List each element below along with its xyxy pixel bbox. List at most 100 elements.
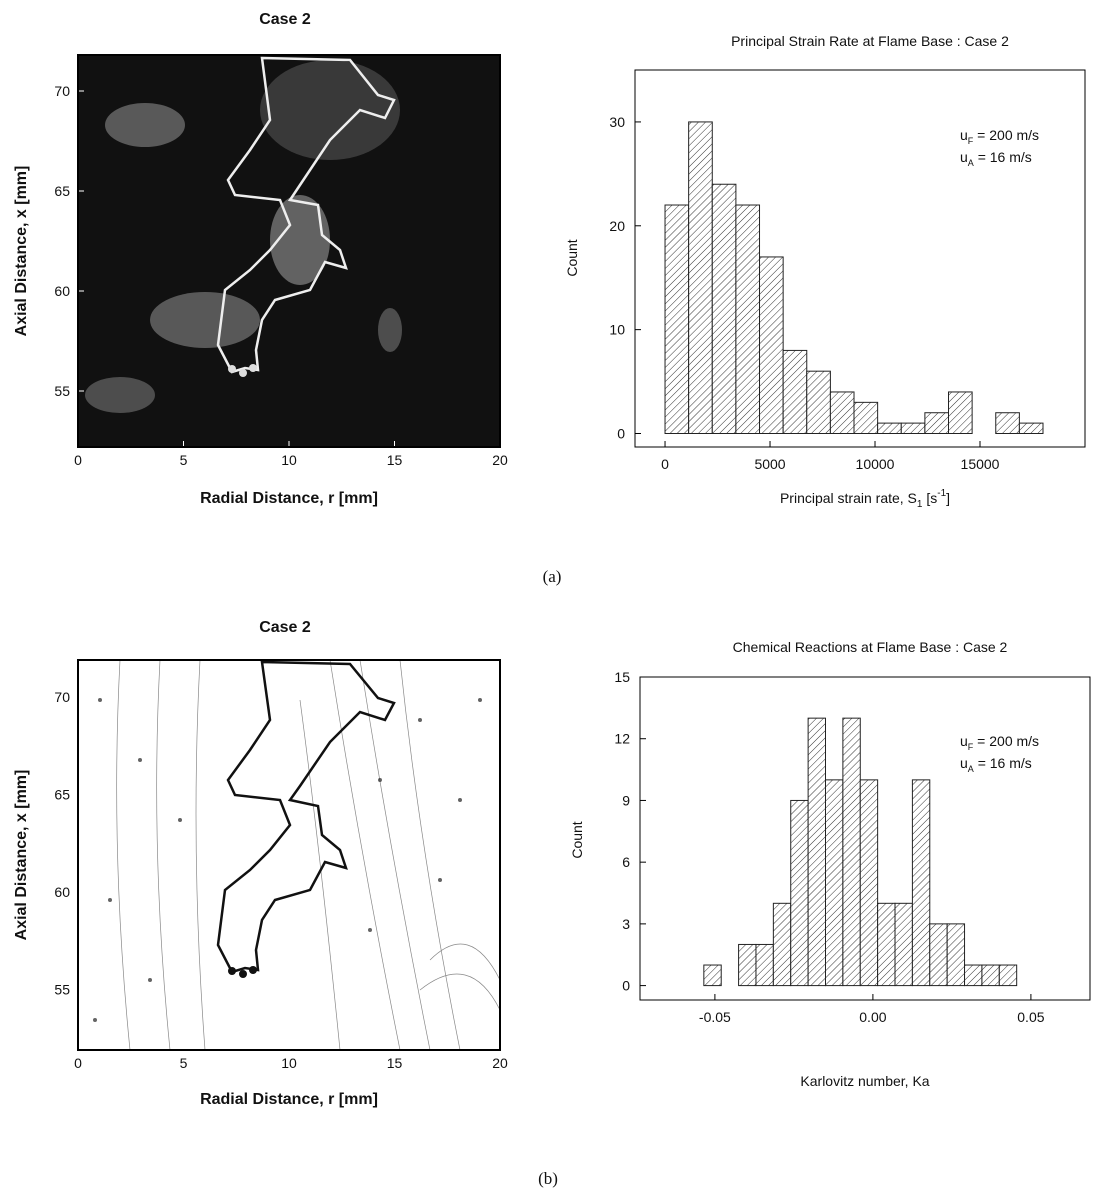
image-field-a — [78, 55, 500, 447]
y-tick-label: 60 — [54, 283, 70, 299]
bar — [829, 391, 855, 434]
image-field-b — [78, 660, 500, 1050]
annotation-sub: F — [968, 136, 974, 146]
y-tick-label: 0 — [617, 425, 625, 441]
annotation-sub: A — [968, 764, 974, 774]
y-tick-label: 70 — [54, 689, 70, 705]
bar — [981, 964, 1000, 987]
bar — [900, 422, 926, 434]
x-tick-label: 15 — [387, 452, 403, 468]
bar — [853, 401, 879, 434]
x-axis-label: Radial Distance, r [mm] — [200, 490, 378, 507]
bar — [842, 717, 861, 987]
annotation: uF = 200 m/s — [960, 733, 1039, 752]
y-axis-label: Count — [569, 821, 585, 858]
bar — [894, 902, 913, 987]
plot-frame — [639, 676, 1091, 1001]
bar — [948, 391, 973, 434]
y-tick-label: 60 — [54, 884, 70, 900]
bar — [924, 412, 950, 434]
x-tick-label: 0.00 — [859, 1009, 886, 1025]
bar — [738, 943, 757, 987]
bar — [1018, 422, 1044, 434]
bar — [790, 799, 809, 987]
y-tick-label: 55 — [54, 982, 70, 998]
x-axis-label: Radial Distance, r [mm] — [200, 1091, 378, 1108]
label-sub: 1 — [917, 499, 923, 510]
x-axis-label: Principal strain rate, S1 [s-1] — [780, 488, 950, 510]
annotation: uF = 200 m/s — [960, 127, 1039, 146]
x-tick-label: 0 — [74, 452, 82, 468]
annotation-part: u — [960, 149, 968, 165]
x-tick-label: -0.05 — [699, 1009, 731, 1025]
x-tick-label: 0.05 — [1017, 1009, 1044, 1025]
bar — [807, 717, 826, 987]
y-tick-label: 55 — [54, 383, 70, 399]
x-tick-label: 20 — [492, 452, 508, 468]
bar — [688, 121, 713, 434]
y-tick-label: 15 — [614, 669, 630, 685]
label-part: Principal strain rate, S — [780, 490, 917, 506]
bar — [998, 964, 1018, 987]
annotation-part: = 16 m/s — [974, 149, 1032, 165]
annotation: uA = 16 m/s — [960, 755, 1032, 774]
annotation-part: u — [960, 127, 968, 143]
x-axis-label: Karlovitz number, Ka — [800, 1073, 929, 1089]
plot-frame — [634, 69, 1086, 448]
bar — [824, 779, 844, 987]
x-tick-label: 10 — [281, 1055, 297, 1071]
bar — [755, 943, 774, 987]
bar — [877, 902, 896, 987]
annotation-part: = 200 m/s — [973, 733, 1039, 749]
chart-title: Chemical Reactions at Flame Base : Case … — [733, 639, 1008, 655]
label-sup: -1 — [937, 488, 946, 499]
x-tick-label: 5 — [180, 1055, 188, 1071]
y-tick-label: 20 — [609, 218, 625, 234]
bar — [964, 964, 983, 987]
x-tick-label: 15000 — [961, 456, 1000, 472]
annotation-part: = 16 m/s — [974, 755, 1032, 771]
y-tick-label: 6 — [622, 854, 630, 870]
y-axis-label: Axial Distance, x [mm] — [13, 166, 30, 337]
bar — [877, 422, 902, 434]
y-tick-label: 0 — [622, 978, 630, 994]
chart-title: Case 2 — [259, 619, 311, 636]
bar — [735, 204, 761, 434]
x-tick-label: 0 — [74, 1055, 82, 1071]
label-part: ] — [946, 490, 950, 506]
x-tick-label: 5 — [180, 452, 188, 468]
chart-title: Principal Strain Rate at Flame Base : Ca… — [731, 33, 1009, 49]
bar — [772, 902, 792, 987]
caption: (a) — [543, 567, 562, 586]
bar — [703, 964, 722, 987]
annotation-sub: F — [968, 742, 974, 752]
bar — [711, 183, 737, 434]
bar — [759, 256, 784, 434]
chart-title: Case 2 — [259, 11, 311, 28]
plot-frame — [77, 54, 501, 448]
bar — [946, 923, 966, 987]
y-tick-label: 10 — [609, 322, 625, 338]
y-tick-label: 3 — [622, 916, 630, 932]
y-tick-label: 12 — [614, 731, 630, 747]
x-tick-label: 10000 — [856, 456, 895, 472]
caption: (b) — [538, 1169, 558, 1188]
label-part: [s — [922, 490, 937, 506]
x-tick-label: 5000 — [754, 456, 785, 472]
y-tick-label: 65 — [54, 787, 70, 803]
x-tick-label: 0 — [661, 456, 669, 472]
y-axis-label: Axial Distance, x [mm] — [13, 770, 30, 941]
y-tick-label: 30 — [609, 114, 625, 130]
bar — [995, 412, 1020, 434]
annotation: uA = 16 m/s — [960, 149, 1032, 168]
x-tick-label: 15 — [387, 1055, 403, 1071]
plot-frame — [77, 659, 501, 1051]
annotation-sub: A — [968, 158, 974, 168]
x-tick-label: 20 — [492, 1055, 508, 1071]
bar — [806, 370, 831, 434]
y-tick-label: 70 — [54, 83, 70, 99]
y-tick-label: 9 — [622, 792, 630, 808]
x-tick-label: 10 — [281, 452, 297, 468]
